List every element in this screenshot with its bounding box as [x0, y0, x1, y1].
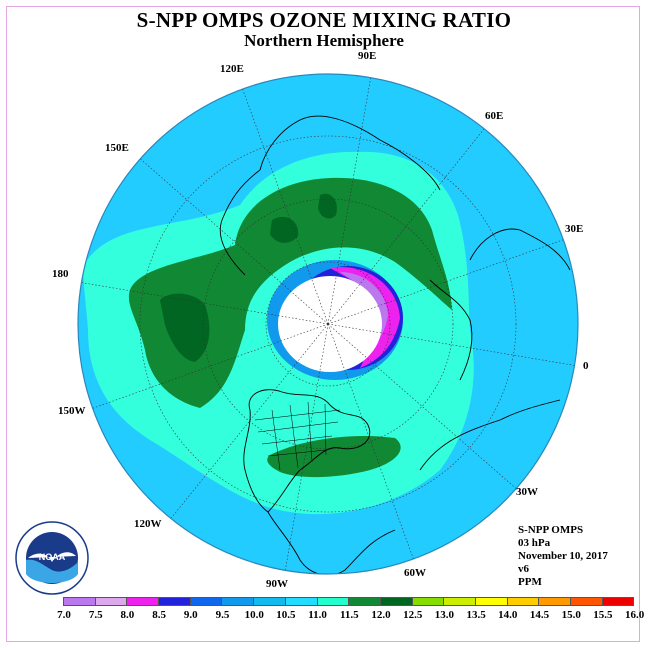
colorbar-tick-label: 8.0 [120, 609, 135, 621]
map-subtitle: Northern Hemisphere [244, 31, 404, 50]
colorbar-tick-label: 13.5 [466, 609, 486, 621]
colorbar-tick-label: 12.5 [403, 609, 423, 621]
colorbar-tick-label: 7.0 [57, 609, 71, 621]
colorbar-swatch [284, 597, 318, 606]
figure-frame [6, 6, 640, 642]
dark-green-patch-2 [270, 216, 299, 243]
green-region-north [128, 177, 452, 408]
colorbar-swatch [348, 597, 381, 606]
colorbar-swatch [189, 597, 223, 606]
lon-label-150e: 150E [105, 142, 129, 154]
green-region-south [267, 435, 401, 478]
svg-text:NOAA: NOAA [39, 552, 66, 562]
colorbar-swatch [411, 597, 445, 606]
colorbar-tick-label: 14.5 [529, 609, 550, 621]
info-version: v6 [518, 563, 529, 575]
lon-label-90e: 90E [358, 50, 377, 62]
colorbar-swatch [474, 597, 508, 606]
colorbar-tick-label: 7.5 [88, 609, 103, 621]
info-block: S-NPP OMPS 03 hPa November 10, 2017 v6 P… [518, 524, 608, 589]
colorbar-swatch [253, 597, 286, 606]
coastlines [219, 115, 571, 574]
colorbar-swatch [126, 597, 160, 606]
colorbar-tick-label: 15.5 [593, 609, 613, 621]
lon-label-60w: 60W [404, 567, 426, 579]
lon-label-120e: 120E [220, 63, 244, 75]
info-instrument: S-NPP OMPS [518, 524, 584, 536]
map-border [77, 73, 579, 575]
colorbar-swatch [506, 597, 540, 606]
lon-label-30w: 30W [516, 486, 538, 498]
lon-label-90w: 90W [266, 578, 288, 590]
colorbar-tick-label: 10.0 [244, 609, 264, 621]
lon-label-0: 0 [583, 360, 589, 372]
colorbar-tick-label: 14.0 [498, 609, 518, 621]
colorbar-tick-label: 9.0 [183, 609, 198, 621]
colorbar-swatch [94, 597, 128, 606]
colorbar-swatch [221, 597, 255, 606]
lon-label-60e: 60E [485, 110, 504, 122]
colorbar-swatch [158, 597, 191, 606]
colorbar-tick-label: 16.0 [624, 609, 645, 621]
colorbar-tick-label: 8.5 [152, 609, 166, 621]
colorbar-swatch [601, 597, 635, 606]
lon-label-120w: 120W [134, 518, 162, 530]
dark-green-patch-3 [318, 193, 337, 219]
colorbar-tick-label: 15.0 [561, 609, 581, 621]
colorbar-swatch [538, 597, 571, 606]
ozone-field [78, 74, 578, 574]
lon-label-30e: 30E [565, 223, 584, 235]
info-date: November 10, 2017 [518, 550, 608, 562]
colorbar-tick-label: 11.0 [308, 609, 327, 621]
colorbar-swatch [316, 597, 350, 606]
noaa-logo: NOAA [15, 521, 89, 595]
colorbar-tick-label: 11.5 [339, 609, 359, 621]
lon-label-150w: 150W [58, 405, 86, 417]
dark-green-patch-1 [160, 293, 210, 362]
graticule [78, 74, 578, 574]
colorbar-tick-label: 10.5 [276, 609, 296, 621]
info-level: 03 hPa [518, 537, 551, 549]
colorbar-swatch [443, 597, 476, 606]
polar-night-nodata [278, 276, 382, 372]
colorbar-tick-label: 12.0 [371, 609, 391, 621]
colorbar-swatch [63, 597, 96, 606]
us-state-lines [254, 401, 341, 471]
colorbar-swatch [379, 597, 413, 606]
magenta-crescent [330, 267, 400, 368]
info-units: PPM [518, 576, 542, 588]
colorbar-swatch [570, 597, 603, 606]
map-title: S-NPP OMPS OZONE MIXING RATIO [136, 8, 512, 32]
lon-label-180: 180 [52, 268, 69, 280]
colorbar-tick-label: 9.5 [215, 609, 230, 621]
colorbar-tick-label: 13.0 [434, 609, 455, 621]
colorbar [63, 597, 635, 606]
